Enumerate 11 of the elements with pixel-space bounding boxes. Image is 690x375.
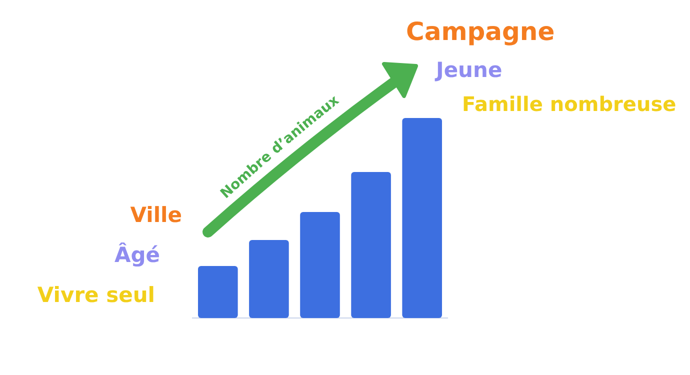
text: Âgé: [114, 242, 160, 267]
bar: [198, 266, 238, 318]
bar: [249, 240, 289, 318]
text: Jeune: [434, 58, 502, 82]
text: Ville: [130, 203, 182, 227]
bar: [300, 212, 340, 318]
text: Campagne: [406, 17, 555, 46]
text: Famille nombreuse: [462, 92, 676, 116]
bar: [402, 118, 442, 318]
text: Vivre seul: [37, 283, 155, 307]
bar: [351, 172, 391, 318]
